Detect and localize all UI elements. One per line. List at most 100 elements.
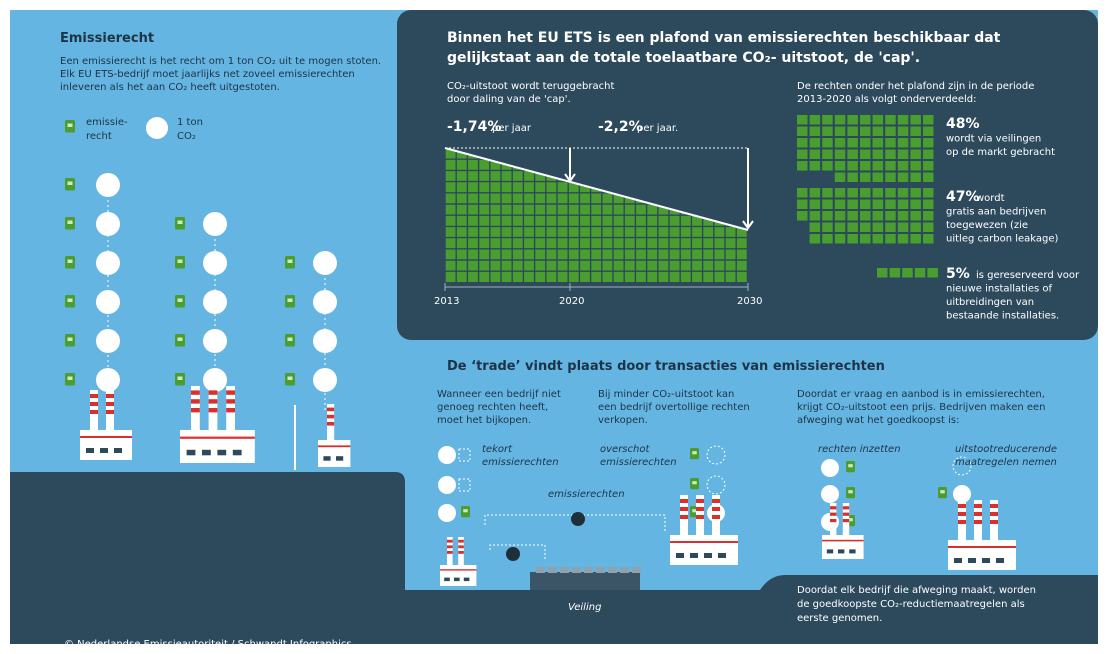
allowance-cell	[797, 188, 808, 198]
co2-ball	[203, 290, 227, 314]
window	[849, 549, 855, 553]
allowance-cell	[847, 161, 858, 171]
co2-ball	[821, 459, 839, 477]
auction-roof	[584, 567, 593, 573]
allowance-cell	[898, 138, 909, 148]
label: overschot	[600, 444, 650, 455]
allowance-cell	[810, 234, 821, 244]
building	[948, 540, 1016, 570]
label: rechten inzetten	[818, 444, 901, 455]
allowance-cell	[923, 150, 934, 160]
window	[690, 553, 698, 558]
co2-ball	[821, 485, 839, 503]
window	[86, 448, 94, 453]
label: Een emissierecht is het recht om 1 ton C…	[60, 56, 381, 67]
allowance-cell	[885, 138, 896, 148]
allowance-cell	[877, 268, 888, 278]
window	[996, 558, 1004, 563]
allowance-cell	[860, 234, 871, 244]
allowance-cell	[923, 223, 934, 233]
allowance-mark	[692, 451, 697, 454]
chimney-stripe	[191, 399, 200, 403]
allowance-cell	[810, 211, 821, 221]
legend-label: 1 ton	[177, 117, 203, 128]
allowance-mark	[848, 490, 853, 493]
allowance-cell	[797, 200, 808, 210]
allowance-cell	[835, 127, 846, 137]
co2-ball	[96, 173, 120, 197]
allowance-cell	[822, 138, 833, 148]
label: Doordat elk bedrijf die afweging maakt, …	[797, 585, 1036, 596]
chimney-stripe	[958, 504, 966, 508]
allowance-cell	[860, 200, 871, 210]
window	[454, 578, 460, 582]
allowance-cell	[797, 211, 808, 221]
allowance-mark	[940, 490, 945, 493]
allowance-cell	[810, 223, 821, 233]
allowance-cell	[890, 268, 901, 278]
chimney-stripe	[327, 422, 334, 426]
co2-ball	[313, 329, 337, 353]
allowance-cell	[898, 115, 909, 125]
co2-ball	[313, 251, 337, 275]
allowance-cell	[810, 115, 821, 125]
allowance-cell	[797, 127, 808, 137]
allowance-cell	[898, 173, 909, 183]
allowance-mark	[178, 299, 183, 303]
allowance-cell	[885, 223, 896, 233]
window	[444, 578, 450, 582]
window	[464, 578, 470, 582]
allowance-cell	[822, 150, 833, 160]
chimney-stripe	[191, 408, 200, 412]
building	[80, 430, 132, 460]
allowance-mark	[848, 464, 853, 467]
allowance-cell	[847, 138, 858, 148]
window	[954, 558, 962, 563]
allowance-mark	[288, 260, 293, 264]
allowance-cell	[873, 200, 884, 210]
allowance-cell	[835, 115, 846, 125]
euro	[571, 512, 585, 526]
label: bestaande installaties.	[946, 311, 1059, 322]
roof-line	[80, 436, 132, 438]
chimney-stripe	[712, 507, 720, 511]
label: is gereserveerd voor	[976, 270, 1080, 281]
chimney-stripe	[990, 504, 998, 508]
label: wordt via veilingen	[946, 134, 1041, 145]
allowance-cell	[835, 173, 846, 183]
allowance-cell	[810, 161, 821, 171]
allowance-cell	[822, 211, 833, 221]
section-title: Emissierecht	[60, 31, 154, 46]
window	[187, 450, 196, 456]
label: op de markt gebracht	[946, 147, 1055, 158]
allowance-cell	[797, 161, 808, 171]
allowance-cell	[873, 234, 884, 244]
co2-ball	[203, 329, 227, 353]
allowance-cell	[923, 173, 934, 183]
allowance-cell	[810, 138, 821, 148]
allowance-mark	[68, 182, 73, 186]
allowance-cell	[835, 234, 846, 244]
allowance-mark	[68, 338, 73, 342]
allowance-cell	[923, 127, 934, 137]
label: Wanneer een bedrijf niet	[437, 389, 561, 400]
year-label: 2020	[559, 296, 584, 307]
allowance-mark	[463, 509, 468, 512]
allowance-cell	[847, 115, 858, 125]
window	[704, 553, 712, 558]
allowance-cell	[910, 115, 921, 125]
allowance-cell	[873, 138, 884, 148]
allowance-cell	[910, 127, 921, 137]
co2-ball	[146, 117, 168, 139]
chimney-stripe	[830, 513, 836, 516]
allowance-cell	[885, 200, 896, 210]
chimney-stripe	[696, 507, 704, 511]
chimney-stripe	[106, 394, 114, 398]
allowance-cell	[898, 161, 909, 171]
allowance-cell	[860, 188, 871, 198]
chimney-stripe	[974, 512, 982, 516]
allowance-cell	[910, 150, 921, 160]
label: uitbreidingen van	[946, 297, 1034, 308]
chimney-stripe	[680, 507, 688, 511]
auction-roof	[632, 567, 641, 573]
